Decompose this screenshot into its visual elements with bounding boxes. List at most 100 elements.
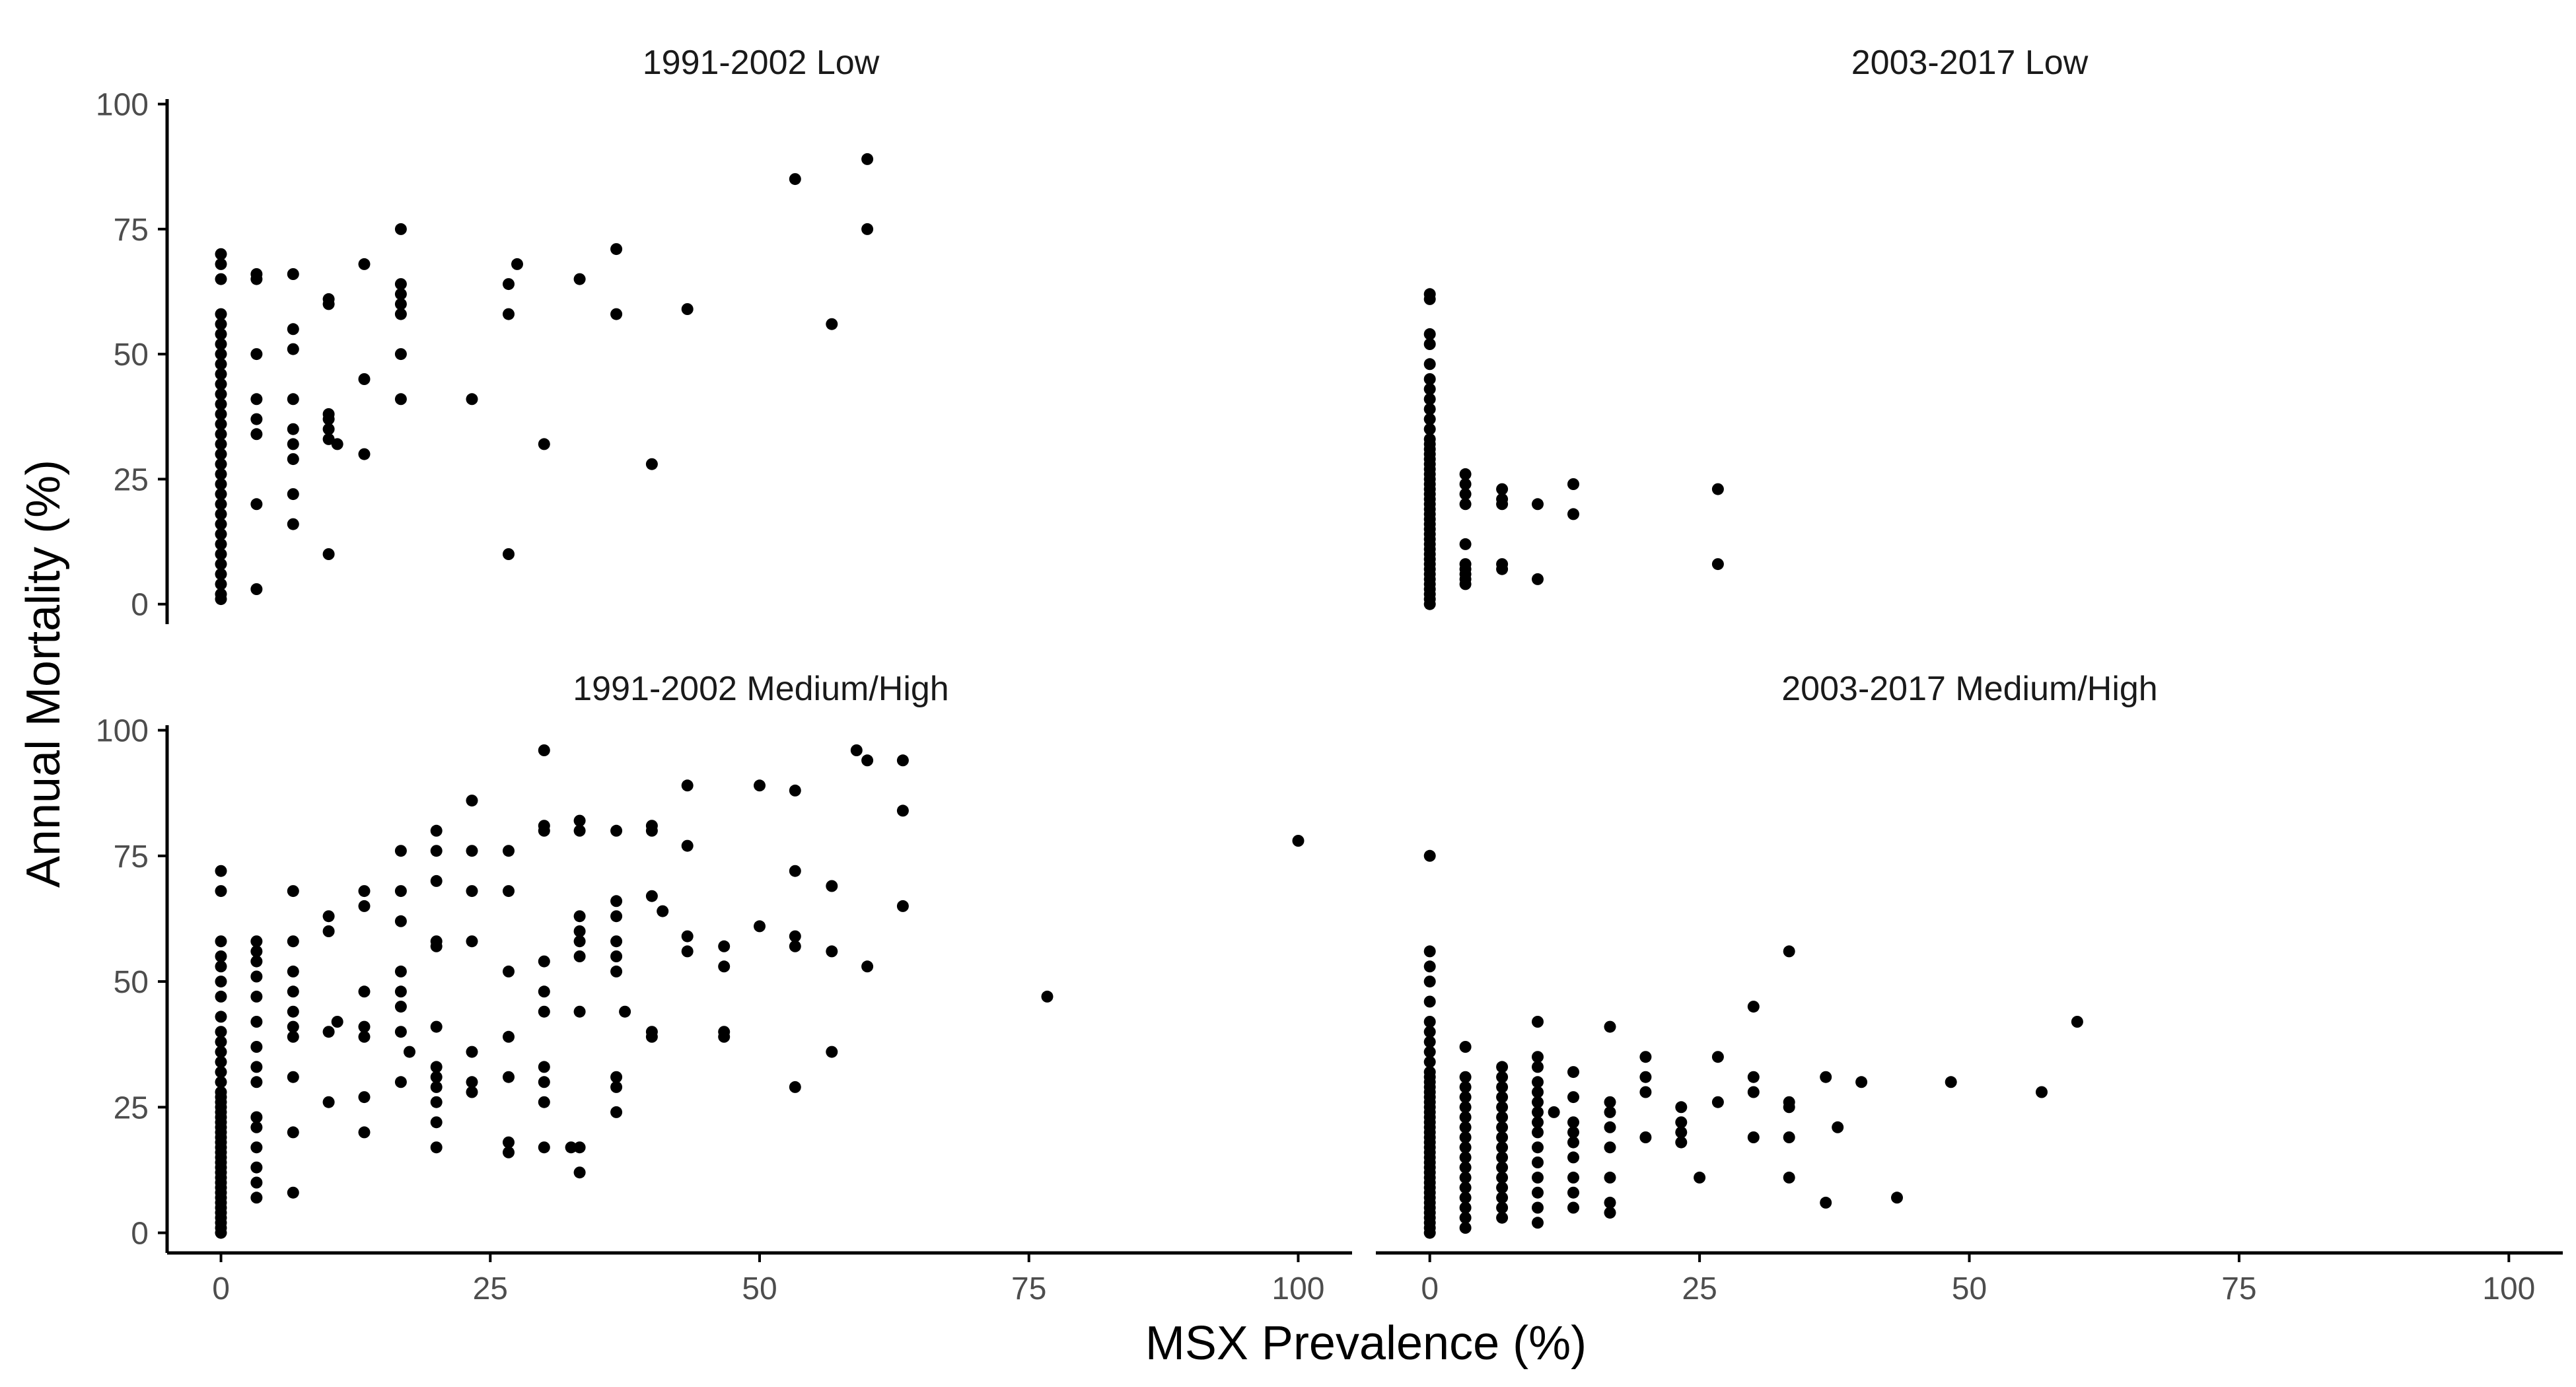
data-point [430, 1096, 443, 1108]
data-point [358, 1091, 371, 1104]
data-point [1532, 1141, 1544, 1154]
data-point [1496, 1201, 1509, 1214]
data-point [503, 965, 515, 978]
data-point [358, 1020, 371, 1033]
data-point [215, 308, 227, 320]
data-point [1747, 1086, 1760, 1098]
data-point [1567, 1116, 1579, 1129]
data-point [215, 398, 227, 410]
data-point [565, 1141, 577, 1154]
data-point [1675, 1136, 1688, 1149]
data-point [1567, 1171, 1579, 1184]
data-point [1496, 1091, 1509, 1104]
data-point [538, 1005, 550, 1018]
data-point [394, 278, 407, 291]
data-point [826, 945, 838, 958]
data-point [287, 1071, 299, 1083]
panel-title: 1991-2002 Low [643, 44, 880, 82]
data-point [1783, 945, 1795, 958]
data-point [1532, 1086, 1544, 1098]
data-point [1459, 1071, 1472, 1083]
data-point [215, 538, 227, 550]
data-point [503, 1136, 515, 1149]
data-point [1459, 1041, 1472, 1053]
data-point [215, 418, 227, 431]
data-point [789, 865, 801, 877]
data-point [430, 1081, 443, 1093]
data-point [287, 268, 299, 280]
data-point [1945, 1076, 1957, 1088]
y-tick-label: 75 [114, 213, 149, 248]
data-point [394, 223, 407, 235]
data-point [754, 779, 766, 792]
data-point [1567, 1066, 1579, 1079]
data-point [503, 548, 515, 560]
data-point [287, 985, 299, 998]
data-point [215, 258, 227, 270]
data-point [1820, 1196, 1832, 1209]
data-point [1459, 1211, 1472, 1224]
data-point [358, 885, 371, 898]
data-point [250, 1191, 263, 1204]
y-tick-label: 50 [114, 338, 149, 373]
data-point [681, 945, 694, 958]
data-point [1423, 1026, 1436, 1038]
data-point [215, 1011, 227, 1023]
data-point [1532, 1061, 1544, 1073]
data-point [1711, 1051, 1724, 1063]
data-point [1496, 1191, 1509, 1204]
data-point [1496, 1061, 1509, 1073]
data-point [1496, 1071, 1509, 1083]
data-point [1459, 498, 1472, 511]
data-point [394, 1001, 407, 1013]
data-point [1855, 1076, 1868, 1088]
data-point [215, 458, 227, 470]
x-tick-label: 25 [473, 1271, 508, 1306]
data-point [394, 845, 407, 857]
data-point [1459, 1111, 1472, 1123]
data-point [2036, 1086, 2048, 1098]
data-point [850, 744, 863, 756]
data-point [394, 915, 407, 927]
data-point [1423, 403, 1436, 415]
data-point [1459, 1222, 1472, 1234]
data-point [1711, 1096, 1724, 1108]
data-point [538, 820, 550, 832]
data-point [215, 488, 227, 501]
data-point [250, 1111, 263, 1123]
data-point [1532, 1186, 1544, 1199]
data-point [1459, 468, 1472, 480]
data-point [250, 348, 263, 361]
data-point [610, 1106, 623, 1118]
data-point [215, 508, 227, 520]
data-point [215, 518, 227, 530]
data-point [538, 985, 550, 998]
data-point [215, 1026, 227, 1038]
data-point [215, 1066, 227, 1079]
data-point [1747, 1131, 1760, 1143]
data-point [1459, 488, 1472, 501]
data-point [322, 925, 335, 937]
data-point [404, 1046, 415, 1058]
data-point [430, 935, 443, 948]
data-point [861, 153, 874, 165]
data-point [322, 408, 335, 420]
data-point [1496, 1182, 1509, 1194]
data-point [1675, 1101, 1688, 1114]
data-point [645, 458, 658, 470]
data-point [1548, 1106, 1560, 1118]
data-point [681, 839, 694, 852]
panel-title: 2003-2017 Low [1851, 44, 2089, 82]
data-point [250, 268, 263, 280]
data-point [1423, 1016, 1436, 1028]
data-point [1459, 1201, 1472, 1214]
data-point [610, 1071, 623, 1083]
data-point [1423, 423, 1436, 435]
data-point [1567, 1136, 1579, 1149]
data-point [1567, 1151, 1579, 1164]
data-point [1891, 1191, 1903, 1204]
data-point [1423, 1046, 1436, 1058]
data-point [287, 1005, 299, 1018]
y-axis-title: Annual Mortality (%) [17, 460, 70, 888]
data-point [250, 1041, 263, 1053]
